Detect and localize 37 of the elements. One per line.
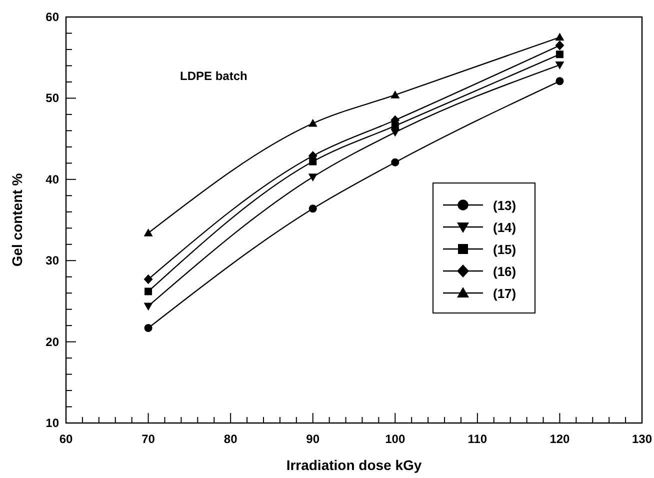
point xyxy=(555,40,564,50)
point xyxy=(308,204,317,213)
y-tick-label: 40 xyxy=(46,172,60,186)
x-tick-label: 110 xyxy=(468,432,488,446)
point xyxy=(308,174,318,182)
x-tick-label: 100 xyxy=(385,432,406,446)
x-axis-title: Irradiation dose kGy xyxy=(286,457,422,473)
point xyxy=(144,288,152,296)
y-tick-label: 10 xyxy=(46,416,60,430)
annotation: LDPE batch xyxy=(180,69,248,83)
y-tick-label: 60 xyxy=(46,10,60,24)
point xyxy=(556,77,564,86)
legend-label: (13) xyxy=(493,198,516,213)
x-tick-label: 120 xyxy=(550,432,570,446)
point xyxy=(391,158,400,166)
point xyxy=(556,50,564,58)
x-tick-label: 60 xyxy=(59,432,73,446)
point xyxy=(144,302,153,311)
x-tick-label: 80 xyxy=(224,432,238,446)
legend-label: (16) xyxy=(493,264,516,279)
point xyxy=(144,324,152,332)
point xyxy=(144,274,153,284)
legend-label: (15) xyxy=(493,242,516,257)
point xyxy=(555,32,564,41)
y-axis-title: Gel content % xyxy=(9,172,25,267)
point xyxy=(555,62,564,70)
point xyxy=(308,118,318,127)
x-tick-label: 70 xyxy=(142,432,156,446)
y-tick-label: 30 xyxy=(46,254,60,268)
legend-label: (14) xyxy=(493,220,516,235)
y-tick-label: 50 xyxy=(46,91,60,106)
point xyxy=(144,228,153,236)
x-tick-label: 130 xyxy=(632,432,652,446)
legend-label: (17) xyxy=(493,286,516,301)
y-tick-label: 20 xyxy=(46,334,60,349)
point xyxy=(390,90,400,98)
x-tick-label: 90 xyxy=(306,432,320,446)
